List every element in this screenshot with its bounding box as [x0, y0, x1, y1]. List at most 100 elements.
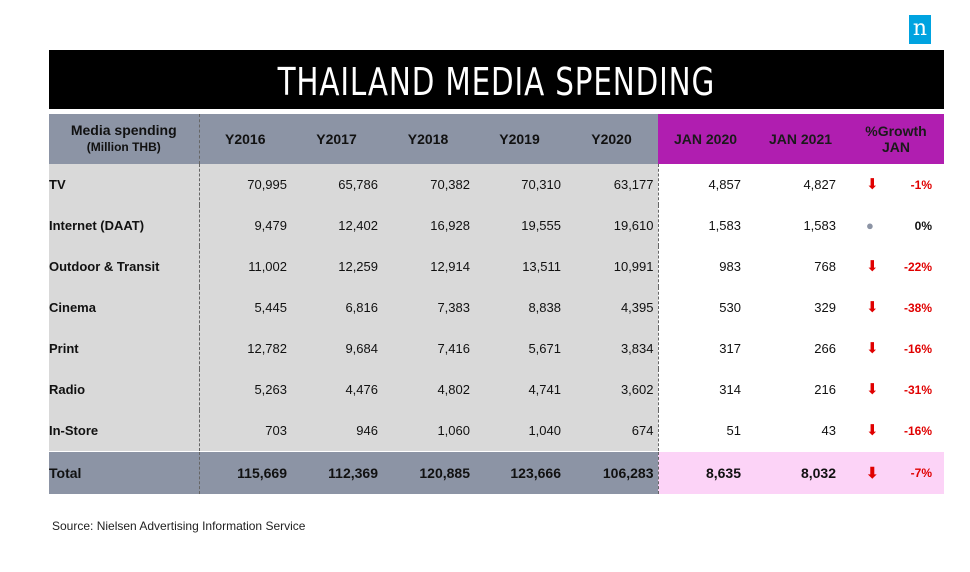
row-label: Outdoor & Transit [49, 246, 199, 287]
jan-value: 8,635 [657, 451, 753, 494]
growth-cell: ⬇ -16% [848, 328, 944, 369]
year-value: 12,402 [291, 205, 382, 246]
year-value: 12,782 [198, 328, 291, 369]
jan-value: 1,583 [657, 205, 753, 246]
nielsen-logo: n [909, 15, 931, 44]
year-value: 674 [565, 410, 658, 452]
jan-value: 983 [657, 246, 753, 287]
neutral-dot-icon: ● [866, 218, 874, 233]
row-label: Cinema [49, 287, 199, 328]
header-media-spending: Media spending (Million THB) [49, 114, 199, 164]
year-value: 4,741 [474, 369, 565, 410]
table-row: TV 70,995 65,786 70,382 70,310 63,177 4,857 4,8… [49, 164, 944, 205]
growth-value: -7% [910, 466, 932, 480]
year-value: 5,263 [198, 369, 291, 410]
year-value: 4,395 [565, 287, 658, 328]
down-arrow-icon: ⬇ [866, 464, 879, 482]
growth-value: -31% [903, 382, 932, 397]
row-label: Print [49, 328, 199, 369]
header-growth: %Growth JAN [848, 114, 944, 164]
jan-value: 768 [753, 246, 848, 287]
jan-value: 4,827 [753, 164, 848, 205]
growth-wrapper: ⬇ -38% [848, 300, 932, 315]
year-value: 19,555 [474, 205, 565, 246]
year-value: 11,002 [198, 246, 291, 287]
header-label: Media spending [70, 122, 177, 138]
header-jan: JAN 2021 [753, 114, 848, 164]
year-value: 5,671 [474, 328, 565, 369]
header-year: Y2019 [474, 114, 565, 164]
jan-value: 51 [657, 410, 753, 452]
growth-wrapper: ⬇ -16% [848, 341, 932, 356]
table-row: Internet (DAAT) 9,479 12,402 16,928 19,555 19… [49, 205, 944, 246]
year-value: 70,995 [198, 164, 291, 205]
year-value: 65,786 [291, 164, 382, 205]
year-value: 4,802 [382, 369, 474, 410]
growth-wrapper: ⬇ -22% [848, 259, 932, 274]
table-row: Cinema 5,445 6,816 7,383 8,838 4,395 530 329 ⬇ -3… [49, 287, 944, 328]
jan-value: 43 [753, 410, 848, 452]
year-value: 63,177 [565, 164, 658, 205]
growth-wrapper: ⬇ -1% [848, 177, 932, 192]
jan-value: 8,032 [753, 451, 848, 494]
jan-value: 530 [657, 287, 753, 328]
header-year: Y2020 [565, 114, 658, 164]
year-value: 7,383 [382, 287, 474, 328]
growth-value: -38% [903, 300, 932, 315]
year-value: 9,684 [291, 328, 382, 369]
header-year: Y2017 [291, 114, 382, 164]
year-value: 13,511 [474, 246, 565, 287]
header-growth-line1: %Growth [865, 123, 927, 139]
growth-value: -1% [910, 177, 932, 192]
down-arrow-icon: ⬇ [866, 381, 879, 398]
year-value: 8,838 [474, 287, 565, 328]
source-note: Source: Nielsen Advertising Information … [52, 519, 306, 533]
table-row: Print 12,782 9,684 7,416 5,671 3,834 317 266 ⬇ -1… [49, 328, 944, 369]
jan-value: 329 [753, 287, 848, 328]
year-value: 7,416 [382, 328, 474, 369]
row-label: In-Store [49, 410, 199, 452]
jan-value: 4,857 [657, 164, 753, 205]
year-value: 1,040 [474, 410, 565, 452]
row-label: TV [49, 164, 199, 205]
growth-cell: ⬇ -31% [848, 369, 944, 410]
year-value: 70,310 [474, 164, 565, 205]
growth-cell: ⬇ -16% [848, 410, 944, 452]
growth-value: -16% [903, 423, 932, 438]
year-value: 946 [291, 410, 382, 452]
year-value: 12,259 [291, 246, 382, 287]
growth-cell: ⬇ -38% [848, 287, 944, 328]
header-year: Y2018 [382, 114, 474, 164]
header-year: Y2016 [198, 114, 291, 164]
year-value: 10,991 [565, 246, 658, 287]
year-value: 115,669 [198, 451, 291, 494]
year-value: 3,834 [565, 328, 658, 369]
header-growth-line2: JAN [881, 139, 910, 155]
table-row: Radio 5,263 4,476 4,802 4,741 3,602 314 216 ⬇ -31… [49, 369, 944, 410]
year-value: 6,816 [291, 287, 382, 328]
year-value: 3,602 [565, 369, 658, 410]
jan-value: 314 [657, 369, 753, 410]
year-value: 4,476 [291, 369, 382, 410]
year-value: 120,885 [382, 451, 474, 494]
row-label: Internet (DAAT) [49, 205, 199, 246]
growth-wrapper: ⬇ -7% [848, 466, 932, 481]
growth-value: -16% [903, 341, 932, 356]
year-value: 16,928 [382, 205, 474, 246]
jan-value: 317 [657, 328, 753, 369]
year-value: 70,382 [382, 164, 474, 205]
down-arrow-icon: ⬇ [866, 422, 879, 439]
header-unit: (Million THB) [86, 140, 161, 154]
year-value: 12,914 [382, 246, 474, 287]
down-arrow-icon: ⬇ [866, 340, 879, 357]
growth-cell: ⬇ -22% [848, 246, 944, 287]
year-value: 1,060 [382, 410, 474, 452]
year-value: 5,445 [198, 287, 291, 328]
header-jan: JAN 2020 [658, 114, 753, 164]
title-banner: THAILAND MEDIA SPENDING [49, 50, 944, 109]
jan-value: 1,583 [753, 205, 848, 246]
page-title: THAILAND MEDIA SPENDING [277, 60, 716, 104]
year-value: 19,610 [565, 205, 658, 246]
growth-wrapper: ⬇ -31% [848, 382, 932, 397]
media-spending-table: Media spending (Million THB) Y2016 Y2017… [49, 114, 944, 494]
